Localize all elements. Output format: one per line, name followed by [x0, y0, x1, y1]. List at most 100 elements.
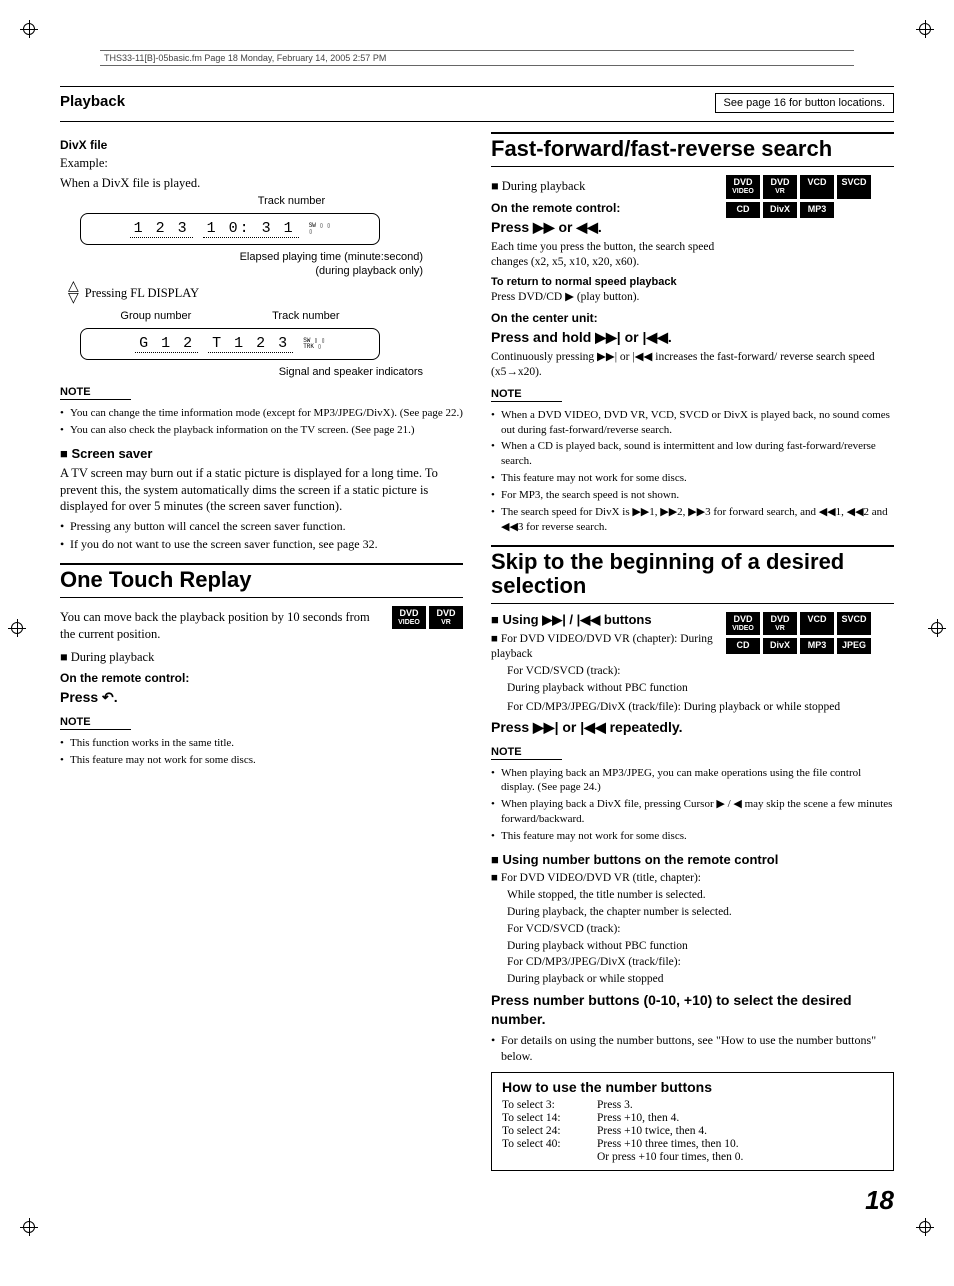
example-label: Example: [60, 155, 463, 172]
badge: DVDVIDEO [726, 612, 760, 636]
note-list-1: You can change the time information mode… [60, 406, 463, 438]
howto-title: How to use the number buttons [502, 1079, 883, 1095]
screen-saver-list: Pressing any button will cancel the scre… [60, 518, 463, 552]
skip-for-4: For CD/MP3/JPEG/DivX (track/file): Durin… [491, 700, 894, 715]
howto-row: To select 40:Press +10 three times, then… [502, 1138, 883, 1150]
left-column: DivX file Example: When a DivX file is p… [60, 132, 463, 1171]
ff-on-remote: On the remote control: [491, 201, 716, 215]
badge: SVCD [837, 612, 871, 636]
lcd2-indicators: SW ▯ ▯TRK ▯ [303, 338, 325, 350]
elapsed-label-1: Elapsed playing time (minute:second) [60, 251, 423, 263]
print-header: THS33-11[B]-05basic.fm Page 18 Monday, F… [100, 50, 854, 66]
ff-return-body: Press DVD/CD ▶ (play button). [491, 290, 894, 305]
ff-badges: DVDVIDEO DVDVR VCD SVCD CD DivX MP3 [726, 175, 894, 217]
skip-badges: DVDVIDEO DVDVR VCD SVCD CD DivX MP3 JPEG [726, 612, 894, 654]
ff-press-hold: Press and hold ▶▶| or |◀◀. [491, 329, 894, 346]
lcd1-track: 1 2 3 [130, 220, 193, 238]
num-for-d: For VCD/SVCD (track): [491, 922, 894, 937]
ss-item: Pressing any button will cancel the scre… [60, 518, 463, 534]
ff-note-list: When a DVD VIDEO, DVD VR, VCD, SVCD or D… [491, 408, 894, 535]
badge: CD [726, 202, 760, 218]
note-item: The search speed for DivX is ▶▶1, ▶▶2, ▶… [491, 505, 894, 535]
number-buttons-head: Using number buttons on the remote contr… [491, 852, 894, 867]
note-item: You can also check the playback informat… [60, 423, 463, 438]
note-item: When a DVD VIDEO, DVD VR, VCD, SVCD or D… [491, 408, 894, 438]
ff-during: ■ During playback [491, 178, 716, 195]
otr-note-list: This function works in the same title. T… [60, 736, 463, 768]
skip-for-1: ■ For DVD VIDEO/DVD VR (chapter): During… [491, 632, 716, 662]
badge: CD [726, 638, 760, 654]
badge: MP3 [800, 638, 834, 654]
badge-dvd-vr: DVDVR [429, 606, 463, 630]
num-detail-list: For details on using the number buttons,… [491, 1032, 894, 1064]
note-item: This function works in the same title. [60, 736, 463, 751]
ff-return-head: To return to normal speed playback [491, 276, 894, 288]
num-for-e: During playback without PBC function [491, 939, 894, 954]
lcd-display-2: G 1 2 T 1 2 3 SW ▯ ▯TRK ▯ [80, 328, 463, 360]
lcd-display-1: 1 2 3 1 0: 3 1 SW ▯ ▯▯ [80, 213, 463, 245]
track-number-label-2: Track number [272, 310, 339, 322]
note-item: You can change the time information mode… [60, 406, 463, 421]
note-item: When a CD is played back, sound is inter… [491, 439, 894, 469]
badge: SVCD [837, 175, 871, 199]
badge: DVDVIDEO [726, 175, 760, 199]
ss-item: If you do not want to use the screen sav… [60, 536, 463, 552]
badge: DivX [763, 202, 797, 218]
otr-press: Press ↶. [60, 689, 463, 706]
lcd1-indicators: SW ▯ ▯▯ [309, 223, 331, 235]
howto-row: To select 24:Press +10 twice, then 4. [502, 1125, 883, 1137]
howto-row: To select 3:Press 3. [502, 1099, 883, 1111]
note-item: For MP3, the search speed is not shown. [491, 488, 894, 503]
lcd1-time: 1 0: 3 1 [203, 220, 299, 238]
pressing-fl-text: Pressing FL DISPLAY [85, 286, 199, 301]
reference-note: See page 16 for button locations. [715, 93, 894, 113]
note-item: This feature may not work for some discs… [60, 753, 463, 768]
note-heading-3: NOTE [491, 388, 562, 402]
otr-during: ■ During playback [60, 649, 463, 666]
num-for-b: While stopped, the title number is selec… [491, 888, 894, 903]
badge: MP3 [800, 202, 834, 218]
badge: DVDVR [763, 612, 797, 636]
num-detail: For details on using the number buttons,… [491, 1032, 894, 1064]
skip-using-head: Using ▶▶| / |◀◀ buttons [491, 612, 716, 628]
ff-press: Press ▶▶ or ◀◀. [491, 219, 716, 236]
badge: VCD [800, 612, 834, 636]
divx-heading: DivX file [60, 138, 463, 152]
section-title: Playback [60, 93, 125, 110]
when-played: When a DivX file is played. [60, 175, 463, 192]
note-item: This feature may not work for some discs… [491, 471, 894, 486]
lcd2-track: T 1 2 3 [208, 335, 293, 353]
screen-saver-body: A TV screen may burn out if a static pic… [60, 465, 463, 516]
howto-box: How to use the number buttons To select … [491, 1072, 894, 1171]
fl-display-action: △▽ Pressing FL DISPLAY [68, 281, 463, 306]
badge-dvd-video: DVDVIDEO [392, 606, 426, 630]
num-for-c: During playback, the chapter number is s… [491, 905, 894, 920]
note-item: This feature may not work for some discs… [491, 829, 894, 844]
note-heading-1: NOTE [60, 386, 131, 400]
ff-continuous: Continuously pressing ▶▶| or |◀◀ increas… [491, 350, 894, 380]
skip-for-2: For VCD/SVCD (track): [491, 664, 716, 679]
otr-badges: DVDVIDEO DVDVR [392, 606, 463, 630]
badge: DVDVR [763, 175, 797, 199]
one-touch-replay-heading: One Touch Replay [60, 563, 463, 598]
lcd2-group: G 1 2 [135, 335, 198, 353]
badge: VCD [800, 175, 834, 199]
note-item: When playing back an MP3/JPEG, you can m… [491, 766, 894, 796]
group-number-label: Group number [120, 310, 191, 322]
right-column: Fast-forward/fast-reverse search ■ Durin… [491, 132, 894, 1171]
otr-on-remote: On the remote control: [60, 671, 463, 685]
note-heading-2: NOTE [60, 716, 131, 730]
howto-row: To select 14:Press +10, then 4. [502, 1112, 883, 1124]
ff-center-unit: On the center unit: [491, 311, 894, 325]
num-for-a: ■ For DVD VIDEO/DVD VR (title, chapter): [491, 871, 894, 886]
note-heading-4: NOTE [491, 746, 562, 760]
page-number: 18 [60, 1185, 894, 1216]
skip-press: Press ▶▶| or |◀◀ repeatedly. [491, 719, 894, 736]
badge: DivX [763, 638, 797, 654]
note-item: When playing back a DivX file, pressing … [491, 797, 894, 827]
screen-saver-heading: Screen saver [60, 446, 463, 461]
otr-body: You can move back the playback position … [60, 609, 382, 643]
signal-label: Signal and speaker indicators [60, 366, 423, 378]
badge: JPEG [837, 638, 871, 654]
num-press: Press number buttons (0-10, +10) to sele… [491, 991, 894, 1027]
